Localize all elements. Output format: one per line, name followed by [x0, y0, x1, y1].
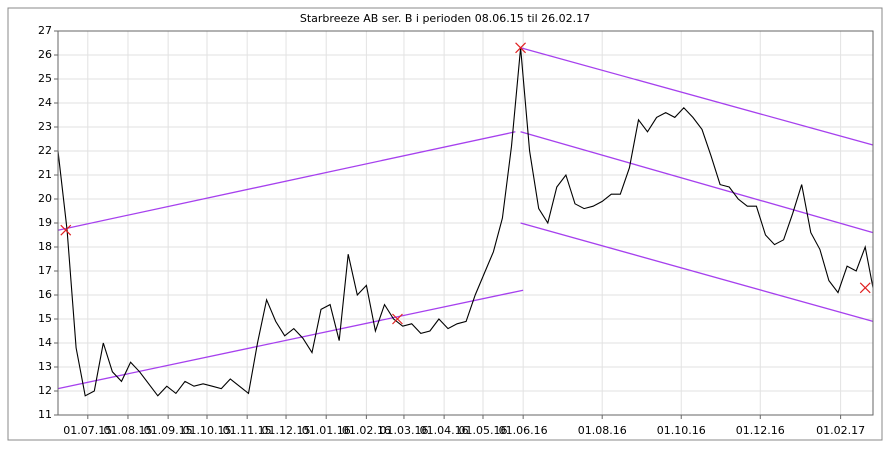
x-tick-label: 01.02.16	[342, 424, 391, 437]
pivot-marker	[515, 42, 526, 54]
x-tick-label: 01.12.16	[736, 424, 785, 437]
x-tick-label: 01.11.15	[223, 424, 272, 437]
y-tick-label: 14	[38, 336, 52, 349]
pivot-marker	[859, 282, 871, 294]
y-tick-label: 18	[38, 240, 52, 253]
y-tick-label: 20	[38, 192, 52, 205]
trend-line	[520, 47, 874, 146]
x-tick-label: 01.07.15	[63, 424, 112, 437]
x-tick-label: 01.02.17	[816, 424, 865, 437]
trend-line	[57, 131, 516, 231]
x-tick-label: 01.10.16	[657, 424, 706, 437]
y-tick-label: 15	[38, 312, 52, 325]
x-tick-label: 01.08.16	[578, 424, 627, 437]
trend-line	[520, 222, 874, 323]
chart-title: Starbreeze AB ser. B i perioden 08.06.15…	[300, 12, 590, 25]
x-tick-label: 01.04.16	[420, 424, 469, 437]
y-tick-label: 25	[38, 72, 52, 85]
y-tick-label: 19	[38, 216, 52, 229]
y-tick-label: 27	[38, 24, 52, 37]
y-tick-label: 24	[38, 96, 52, 109]
y-tick-label: 16	[38, 288, 52, 301]
plot	[57, 42, 874, 397]
y-tick-label: 23	[38, 120, 52, 133]
x-tick-label: 01.09.15	[144, 424, 193, 437]
pivot-marker	[392, 313, 403, 325]
y-tick-label: 11	[38, 408, 52, 421]
y-tick-label: 26	[38, 48, 52, 61]
trend-line	[520, 131, 874, 234]
y-tick-label: 17	[38, 264, 52, 277]
x-tick-label: 01.08.15	[103, 424, 152, 437]
y-tick-label: 22	[38, 144, 52, 157]
x-tick-label: 01.12.15	[262, 424, 311, 437]
x-tick-label: 01.06.16	[499, 424, 548, 437]
x-tick-label: 01.01.16	[302, 424, 351, 437]
chart-frame	[7, 7, 883, 441]
y-tick-label: 13	[38, 360, 52, 373]
grid	[58, 30, 873, 416]
price-line	[57, 47, 874, 397]
x-tick-label: 01.03.16	[379, 424, 428, 437]
pivot-marker	[60, 224, 72, 236]
x-tick-label: 01.10.15	[183, 424, 232, 437]
trend-line	[57, 289, 524, 390]
y-tick-label: 21	[38, 168, 52, 181]
y-tick-label: 12	[38, 384, 52, 397]
x-tick-label: 01.05.16	[458, 424, 507, 437]
